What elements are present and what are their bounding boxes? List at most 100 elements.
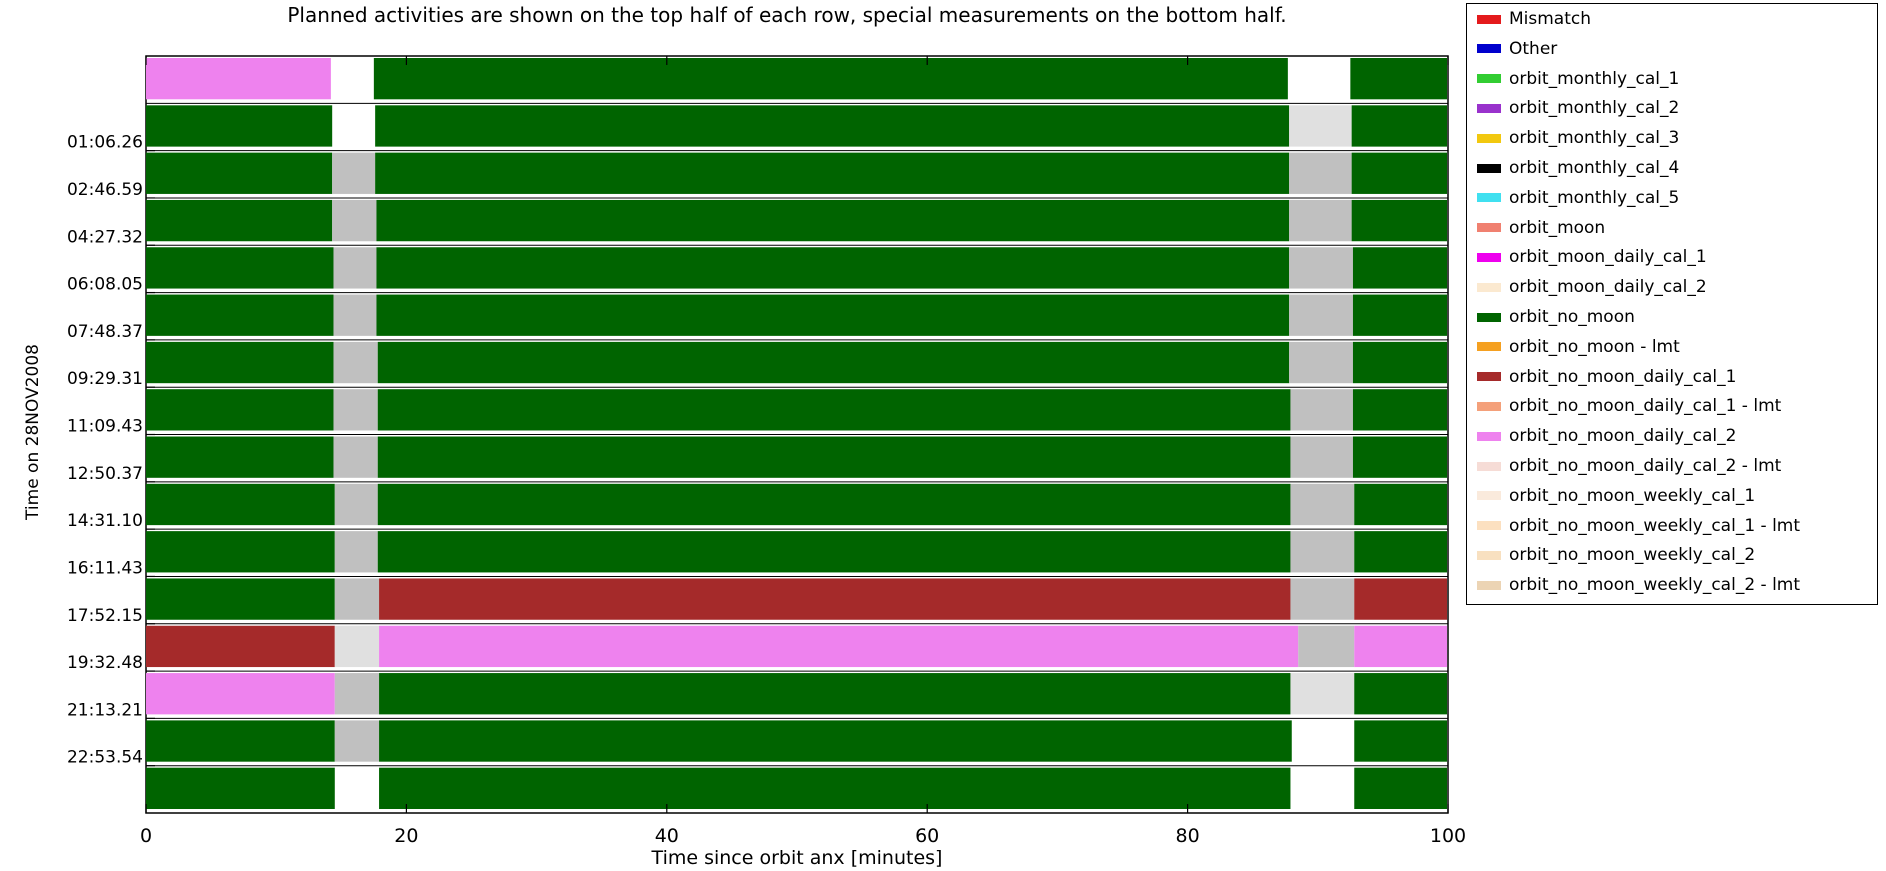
timeline-bar bbox=[333, 247, 377, 289]
y-axis-label: Time on 28NOV2008 bbox=[23, 344, 43, 521]
timeline-bar bbox=[146, 105, 333, 147]
timeline-bar bbox=[1354, 720, 1447, 762]
legend-item: orbit_moon bbox=[1477, 215, 1605, 241]
y-tick-label: 17:52.15 bbox=[67, 606, 143, 626]
legend-swatch bbox=[1477, 312, 1501, 322]
legend-item: orbit_monthly_cal_2 bbox=[1477, 95, 1679, 121]
x-tick-label: 40 bbox=[655, 825, 679, 847]
timeline-bar bbox=[1352, 436, 1447, 478]
x-tick-label: 60 bbox=[915, 825, 939, 847]
timeline-bar bbox=[1289, 199, 1352, 242]
legend-label: orbit_no_moon_weekly_cal_2 bbox=[1509, 545, 1756, 566]
y-tick-label: 14:31.10 bbox=[67, 511, 143, 531]
timeline-bar bbox=[1290, 531, 1355, 573]
timeline-bar bbox=[334, 531, 378, 573]
chart-title: Planned activities are shown on the top … bbox=[287, 3, 1286, 27]
timeline-bar bbox=[377, 436, 1291, 478]
x-axis-label: Time since orbit anx [minutes] bbox=[651, 847, 943, 869]
y-tick-label: 21:13.21 bbox=[67, 700, 143, 720]
legend-item: orbit_moon_daily_cal_2 bbox=[1477, 274, 1707, 300]
legend-label: orbit_no_moon_daily_cal_1 bbox=[1509, 366, 1737, 387]
legend-item: Other bbox=[1477, 36, 1557, 62]
timeline-bar bbox=[146, 578, 335, 620]
legend-item: orbit_no_moon_daily_cal_2 - lmt bbox=[1477, 453, 1781, 479]
y-tick-label: 09:29.31 bbox=[67, 369, 143, 389]
timeline-bar bbox=[1289, 341, 1353, 384]
legend-label: orbit_monthly_cal_1 bbox=[1509, 68, 1680, 89]
timeline-bar bbox=[1354, 531, 1447, 573]
legend-item: orbit_no_moon_daily_cal_1 bbox=[1477, 364, 1736, 390]
legend-label: orbit_monthly_cal_5 bbox=[1509, 187, 1680, 208]
timeline-bar bbox=[1298, 625, 1355, 668]
timeline-bar bbox=[379, 720, 1292, 762]
timeline-bar bbox=[1354, 767, 1447, 809]
timeline-bar bbox=[334, 483, 378, 526]
legend-swatch bbox=[1477, 163, 1501, 173]
x-tick-label: 100 bbox=[1430, 825, 1466, 847]
legend-swatch bbox=[1477, 431, 1501, 441]
timeline-bar bbox=[146, 294, 334, 336]
legend-swatch bbox=[1477, 103, 1501, 113]
timeline-bar bbox=[146, 673, 335, 715]
timeline-bar bbox=[333, 389, 378, 431]
timeline-bar bbox=[333, 436, 378, 478]
timeline-bar bbox=[1290, 483, 1355, 526]
legend-label: orbit_no_moon_daily_cal_1 - lmt bbox=[1509, 396, 1782, 417]
timeline-bar bbox=[1290, 436, 1353, 478]
legend-label: orbit_moon_daily_cal_2 bbox=[1509, 277, 1707, 298]
legend-swatch bbox=[1477, 461, 1501, 471]
timeline-bar bbox=[1354, 578, 1447, 620]
y-tick-label: 22:53.54 bbox=[67, 748, 143, 768]
timeline-bar bbox=[1289, 152, 1352, 194]
timeline-bar bbox=[375, 152, 1290, 194]
timeline-bar bbox=[332, 199, 377, 242]
timeline-bar bbox=[1289, 247, 1353, 289]
timeline-bar bbox=[334, 673, 380, 715]
legend-item: orbit_moon_daily_cal_1 bbox=[1477, 244, 1707, 270]
timeline-bar bbox=[332, 152, 376, 194]
legend-label: orbit_no_moon_weekly_cal_1 bbox=[1509, 485, 1756, 506]
y-tick-label: 06:08.05 bbox=[67, 275, 143, 295]
legend-swatch bbox=[1477, 252, 1501, 262]
timeline-bar bbox=[146, 531, 335, 573]
timeline-bar bbox=[379, 673, 1291, 715]
y-tick-label: 11:09.43 bbox=[67, 417, 143, 437]
timeline-bar bbox=[334, 578, 380, 620]
legend-swatch bbox=[1477, 44, 1501, 54]
timeline-bar bbox=[1354, 625, 1447, 668]
legend-item: Mismatch bbox=[1477, 6, 1591, 32]
timeline-bar bbox=[1290, 673, 1355, 715]
x-tick-label: 80 bbox=[1176, 825, 1200, 847]
legend-item: orbit_no_moon - lmt bbox=[1477, 334, 1680, 360]
legend-swatch bbox=[1477, 282, 1501, 292]
timeline-bar bbox=[377, 483, 1291, 526]
legend-item: orbit_no_moon_weekly_cal_2 bbox=[1477, 542, 1755, 568]
timeline-bar bbox=[1351, 105, 1447, 147]
timeline-bar bbox=[334, 625, 380, 668]
timeline-bar bbox=[1290, 389, 1353, 431]
timeline-bar bbox=[333, 294, 377, 336]
y-tick-label: 16:11.43 bbox=[67, 558, 143, 578]
legend-label: orbit_moon_daily_cal_1 bbox=[1509, 247, 1707, 268]
timeline-bar bbox=[146, 436, 334, 478]
timeline-bar bbox=[1354, 483, 1447, 526]
legend-label: orbit_no_moon_weekly_cal_2 - lmt bbox=[1509, 575, 1801, 596]
legend-label: orbit_no_moon_daily_cal_2 bbox=[1509, 426, 1737, 447]
timeline-bar bbox=[1290, 578, 1355, 620]
timeline-bar bbox=[1289, 105, 1352, 147]
x-tick-label: 20 bbox=[394, 825, 418, 847]
y-tick-label: 02:46.59 bbox=[67, 180, 143, 200]
legend-item: orbit_no_moon_daily_cal_2 bbox=[1477, 423, 1736, 449]
legend-label: orbit_no_moon bbox=[1509, 307, 1635, 327]
legend-item: orbit_no_moon_weekly_cal_2 - lmt bbox=[1477, 572, 1800, 598]
x-tick-label: 0 bbox=[140, 825, 152, 847]
legend-item: orbit_monthly_cal_4 bbox=[1477, 155, 1679, 181]
legend-swatch bbox=[1477, 491, 1501, 501]
legend-swatch bbox=[1477, 342, 1501, 352]
timeline-bar bbox=[333, 341, 378, 384]
legend-swatch bbox=[1477, 74, 1501, 84]
legend-swatch bbox=[1477, 14, 1501, 24]
legend-swatch bbox=[1477, 133, 1501, 143]
legend-label: Other bbox=[1509, 38, 1558, 59]
